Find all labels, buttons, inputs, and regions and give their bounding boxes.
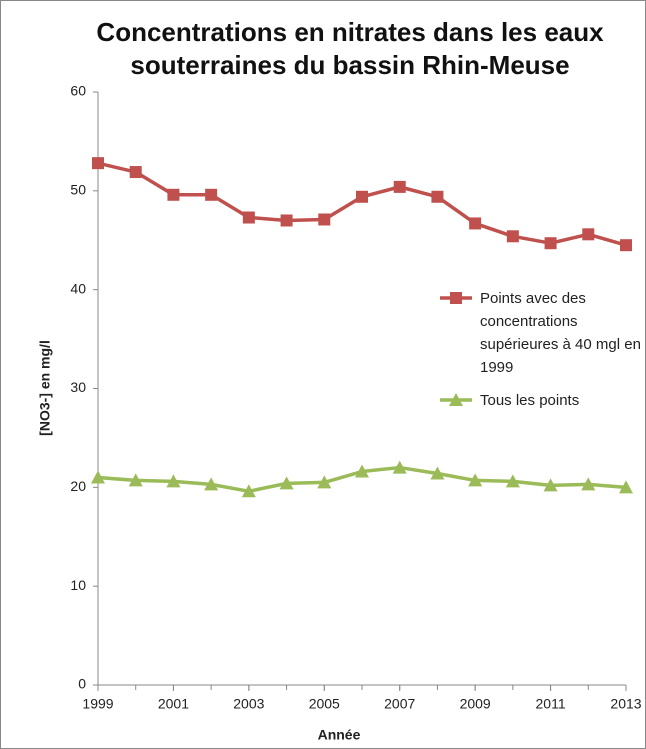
x-tick-label: 1999 xyxy=(82,696,113,712)
x-tick-label: 2011 xyxy=(536,696,566,712)
chart-title: Concentrations en nitrates dans les eaux… xyxy=(96,17,604,80)
marker-triangle xyxy=(581,477,596,491)
marker-triangle xyxy=(91,470,105,484)
marker-triangle xyxy=(317,475,332,489)
x-tick-label: 2013 xyxy=(610,696,641,712)
marker-triangle xyxy=(128,473,143,487)
marker-square xyxy=(431,190,444,203)
marker-square xyxy=(242,211,255,224)
x-axis-label: Année xyxy=(318,727,361,743)
marker-triangle xyxy=(279,476,294,490)
marker-square xyxy=(506,230,519,243)
x-tick-label: 2009 xyxy=(460,696,491,712)
marker-square xyxy=(92,157,104,170)
marker-triangle xyxy=(204,477,219,491)
marker-square xyxy=(318,213,331,226)
series-line xyxy=(97,161,627,247)
marker-square xyxy=(280,214,293,227)
marker-square xyxy=(356,190,368,203)
marker-triangle xyxy=(619,480,633,494)
y-tick-label: 60 xyxy=(70,83,86,99)
marker-triangle xyxy=(166,474,181,488)
marker-square xyxy=(393,180,406,193)
marker-triangle xyxy=(449,393,463,406)
x-tick-label: 2005 xyxy=(309,696,340,712)
y-axis-label: [NO3-] en mg/l xyxy=(37,340,53,436)
marker-square xyxy=(205,188,218,201)
legend-entry: Tous les points xyxy=(480,392,580,409)
x-tick-label: 2001 xyxy=(158,696,189,712)
marker-square xyxy=(129,166,142,179)
marker-square xyxy=(620,239,632,252)
marker-square xyxy=(469,217,482,230)
y-tick-label: 0 xyxy=(78,676,86,692)
marker-square xyxy=(450,292,462,304)
marker-triangle xyxy=(392,460,407,474)
marker-triangle xyxy=(505,474,520,488)
marker-triangle xyxy=(241,484,256,498)
x-tick-label: 2003 xyxy=(233,696,264,712)
marker-triangle xyxy=(355,464,369,478)
marker-square xyxy=(582,228,595,241)
y-tick-label: 30 xyxy=(70,379,86,395)
marker-square xyxy=(167,188,180,201)
y-tick-label: 20 xyxy=(70,478,86,494)
marker-triangle xyxy=(430,466,445,480)
legend-entry: Points avec des concentrations supérieur… xyxy=(480,290,641,376)
y-tick-label: 10 xyxy=(70,577,86,593)
marker-triangle xyxy=(543,478,558,492)
y-tick-label: 40 xyxy=(70,280,86,296)
y-tick-label: 50 xyxy=(70,182,86,198)
marker-square xyxy=(544,237,557,250)
marker-triangle xyxy=(468,473,483,487)
x-tick-label: 2007 xyxy=(384,696,415,712)
